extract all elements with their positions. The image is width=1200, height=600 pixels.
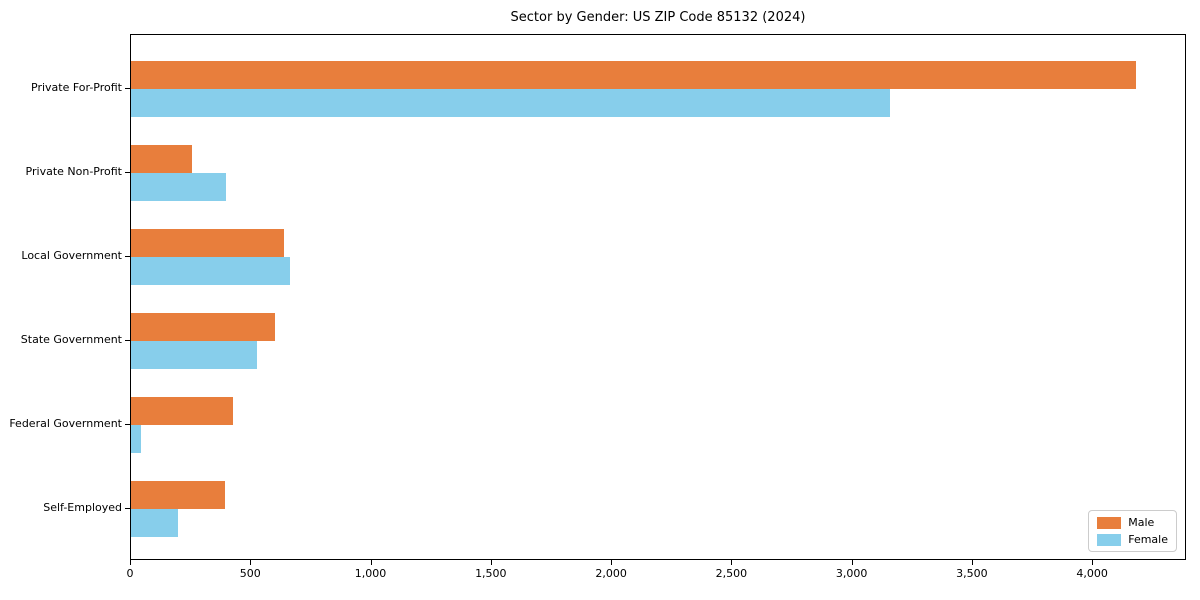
y-tick-label: Private For-Profit (31, 81, 122, 94)
bar-male-private-for-profit (131, 61, 1137, 89)
bar-male-federal-government (131, 397, 234, 425)
y-tick (125, 424, 130, 425)
legend: Male Female (1088, 510, 1177, 552)
plot-area: Male Female (130, 34, 1186, 560)
legend-swatch-female (1097, 533, 1122, 546)
x-tick-label: 2,500 (715, 567, 748, 580)
y-tick-label: Federal Government (9, 417, 122, 430)
y-tick-label: Private Non-Profit (25, 165, 122, 178)
bar-female-federal-government (131, 425, 141, 453)
bar-male-state-government (131, 313, 276, 341)
x-tick (370, 560, 372, 565)
y-tick-label: Self-Employed (43, 501, 122, 514)
x-tick-label: 4,000 (1076, 567, 1108, 580)
bar-female-private-for-profit (131, 89, 890, 117)
chart-title: Sector by Gender: US ZIP Code 85132 (202… (510, 10, 806, 25)
legend-item-male: Male (1097, 516, 1168, 529)
y-tick (125, 88, 130, 89)
bar-male-local-government (131, 229, 284, 257)
x-tick (250, 560, 252, 565)
x-tick (851, 560, 853, 565)
bar-male-self-employed (131, 481, 225, 509)
y-tick (125, 256, 130, 257)
legend-swatch-male (1097, 516, 1122, 529)
x-tick (611, 560, 613, 565)
y-tick (125, 340, 130, 341)
bar-female-self-employed (131, 509, 178, 537)
bar-male-private-non-profit (131, 145, 193, 173)
x-tick-label: 500 (239, 567, 261, 580)
x-tick (130, 560, 131, 565)
x-tick (490, 560, 492, 565)
x-tick-label: 0 (126, 567, 134, 580)
x-tick-label: 2,000 (595, 567, 627, 580)
legend-item-female: Female (1097, 533, 1168, 546)
legend-label-female: Female (1128, 533, 1168, 546)
bar-female-local-government (131, 257, 290, 285)
x-tick (971, 560, 973, 565)
bar-female-state-government (131, 341, 258, 369)
y-tick (125, 172, 130, 173)
y-tick (125, 508, 130, 509)
legend-label-male: Male (1128, 516, 1155, 529)
y-tick-label: State Government (20, 333, 122, 346)
x-tick (731, 560, 733, 565)
x-tick-label: 3,500 (956, 567, 988, 580)
bar-female-private-non-profit (131, 173, 227, 201)
x-tick (1092, 560, 1094, 565)
y-tick-label: Local Government (21, 249, 122, 262)
x-tick-label: 1,500 (475, 567, 507, 580)
x-tick-label: 1,000 (354, 567, 387, 580)
x-tick-label: 3,000 (835, 567, 868, 580)
